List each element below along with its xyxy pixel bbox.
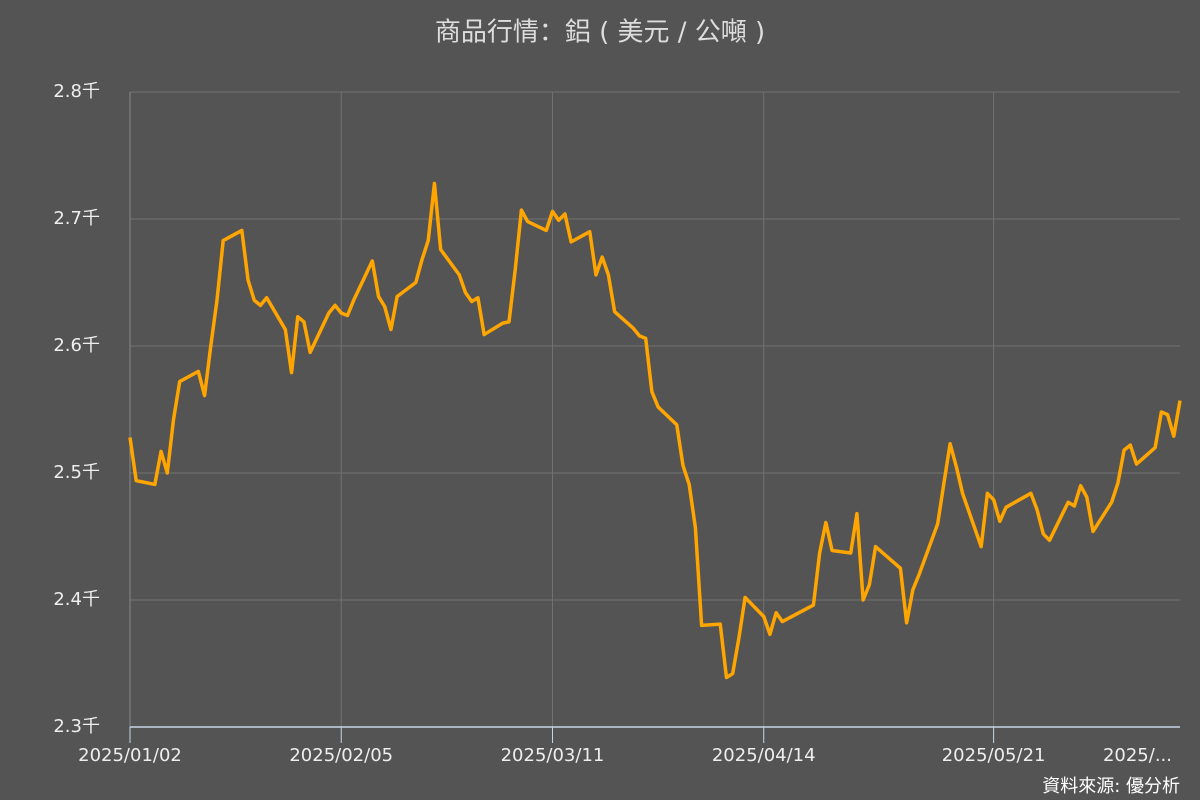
y-tick-label: 2.3千 [53, 716, 100, 737]
y-tick-label: 2.7千 [53, 208, 100, 229]
source-note: 資料來源: 優分析 [1042, 776, 1180, 797]
x-tick-label: 2025/04/14 [712, 745, 816, 766]
y-tick-label: 2.8千 [53, 81, 100, 102]
x-tick-label: 2025/02/05 [289, 745, 393, 766]
y-tick-label: 2.6千 [53, 335, 100, 356]
x-tick-label: 2025/... [1103, 745, 1172, 766]
x-tick-label: 2025/05/21 [942, 745, 1046, 766]
y-tick-label: 2.5千 [53, 462, 100, 483]
chart-title: 商品行情：鋁 ( 美元 / 公噸 ) [435, 18, 765, 48]
price-line [128, 181, 1182, 680]
x-tick-label: 2025/01/02 [78, 745, 182, 766]
y-tick-label: 2.4千 [53, 589, 100, 610]
x-tick-label: 2025/03/11 [501, 745, 605, 766]
